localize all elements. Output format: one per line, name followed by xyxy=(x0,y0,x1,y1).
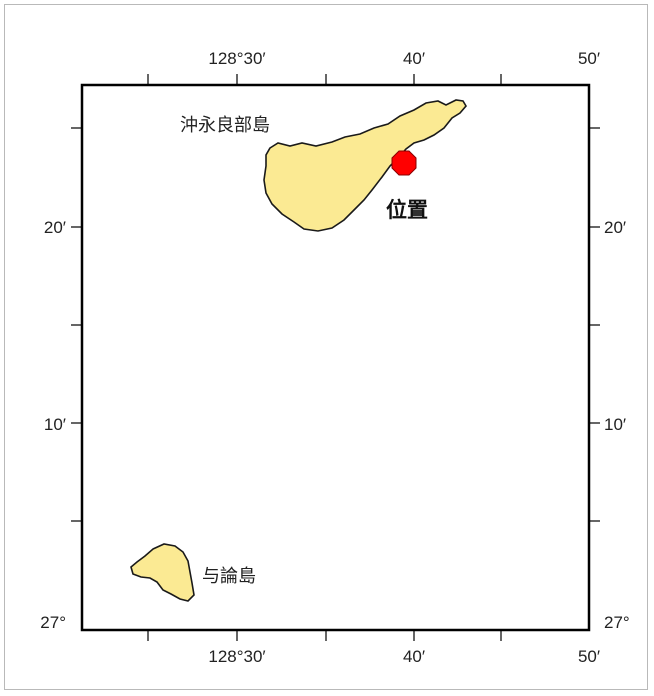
lat-label-left-2: 10′ xyxy=(44,415,66,434)
lon-label-top-3: 50′ xyxy=(578,49,600,68)
island-okinoerabu xyxy=(263,99,467,232)
lat-label-left-3: 27° xyxy=(40,613,66,632)
lon-label-bottom-2: 40′ xyxy=(403,647,425,666)
label-okinoerabu: 沖永良部島 xyxy=(180,115,270,136)
left-ticks xyxy=(71,127,82,522)
lon-label-top-2: 40′ xyxy=(403,49,425,68)
marker-label: 位置 xyxy=(386,198,428,222)
top-ticks xyxy=(147,74,502,85)
lon-label-bottom-1: 128°30′ xyxy=(208,647,265,666)
lat-label-right-3: 27° xyxy=(604,613,630,632)
lat-label-left-1: 20′ xyxy=(44,218,66,237)
label-yoron: 与論島 xyxy=(202,566,256,587)
right-ticks xyxy=(589,127,600,522)
lon-label-top-1: 128°30′ xyxy=(208,49,265,68)
island-yoron xyxy=(130,543,195,602)
lat-label-right-2: 10′ xyxy=(604,415,626,434)
lat-label-right-1: 20′ xyxy=(604,218,626,237)
position-marker xyxy=(391,150,417,176)
lon-label-bottom-3: 50′ xyxy=(578,647,600,666)
bottom-ticks xyxy=(147,630,502,641)
